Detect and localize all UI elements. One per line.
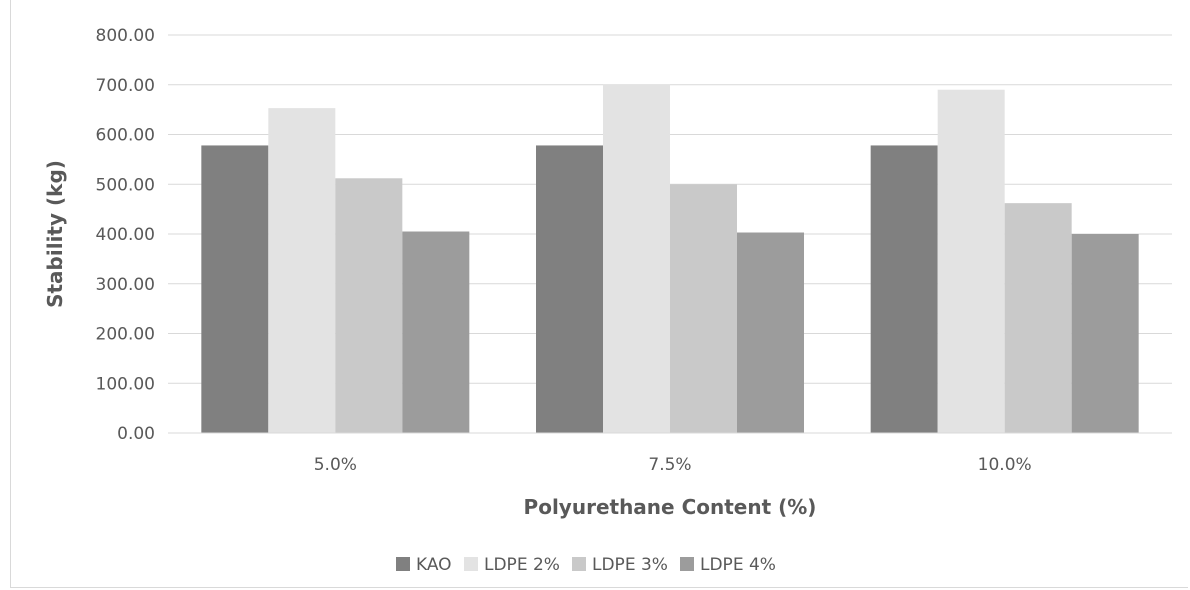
bar: [268, 108, 336, 433]
bar: [937, 89, 1005, 433]
legend-label: LDPE 2%: [484, 555, 560, 575]
bars: [201, 84, 1139, 433]
bar: [603, 84, 670, 433]
chart-frame: [10, 0, 1188, 588]
legend-swatch: [464, 557, 478, 571]
x-axis-title: Polyurethane Content (%): [524, 495, 817, 519]
legend: KAO LDPE 2% LDPE 3% LDPE 4%: [396, 555, 776, 575]
bar: [670, 184, 737, 433]
legend-swatch: [680, 557, 694, 571]
legend-swatch: [572, 557, 586, 571]
bar: [1071, 234, 1139, 433]
y-tick-label: 0.00: [117, 424, 155, 444]
y-tick-label: 700.00: [96, 76, 155, 96]
legend-swatch: [396, 557, 410, 571]
bar: [402, 231, 470, 433]
y-axis-ticks: 0.00 100.00 200.00 300.00 400.00 500.00 600.00…: [96, 26, 155, 444]
y-tick-label: 300.00: [96, 275, 155, 295]
x-tick-label: 5.0%: [314, 455, 357, 475]
bar: [335, 178, 403, 433]
y-tick-label: 400.00: [96, 225, 155, 245]
y-tick-label: 800.00: [96, 26, 155, 46]
bar: [737, 232, 804, 433]
legend-label: KAO: [416, 555, 452, 575]
bar: [536, 145, 603, 433]
y-axis-title: Stability (kg): [43, 160, 67, 308]
y-tick-label: 500.00: [96, 175, 155, 195]
bar: [1004, 203, 1072, 433]
bar: [201, 145, 269, 433]
x-axis-ticks: 5.0% 7.5% 10.0%: [314, 455, 1032, 475]
bar: [870, 145, 938, 433]
y-tick-label: 200.00: [96, 325, 155, 345]
x-tick-label: 10.0%: [978, 455, 1032, 475]
y-tick-label: 100.00: [96, 374, 155, 394]
y-tick-label: 600.00: [96, 126, 155, 146]
legend-label: LDPE 3%: [592, 555, 668, 575]
x-tick-label: 7.5%: [648, 455, 691, 475]
legend-label: LDPE 4%: [700, 555, 776, 575]
